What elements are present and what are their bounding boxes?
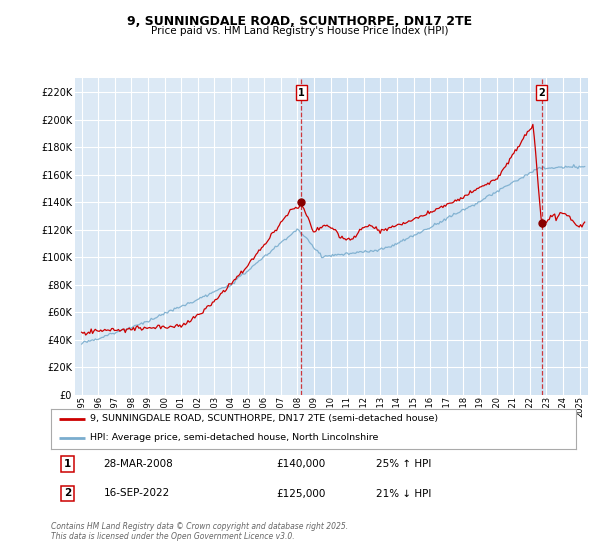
Text: 16-SEP-2022: 16-SEP-2022: [104, 488, 170, 498]
Text: Contains HM Land Registry data © Crown copyright and database right 2025.
This d: Contains HM Land Registry data © Crown c…: [51, 522, 348, 542]
Text: 9, SUNNINGDALE ROAD, SCUNTHORPE, DN17 2TE: 9, SUNNINGDALE ROAD, SCUNTHORPE, DN17 2T…: [127, 15, 473, 28]
Text: 9, SUNNINGDALE ROAD, SCUNTHORPE, DN17 2TE (semi-detached house): 9, SUNNINGDALE ROAD, SCUNTHORPE, DN17 2T…: [91, 414, 439, 423]
Text: 1: 1: [298, 87, 305, 97]
Text: 28-MAR-2008: 28-MAR-2008: [104, 459, 173, 469]
Bar: [301, 78, 588, 395]
Text: 1: 1: [64, 459, 71, 469]
Text: 2: 2: [64, 488, 71, 498]
Text: Price paid vs. HM Land Registry's House Price Index (HPI): Price paid vs. HM Land Registry's House …: [151, 26, 449, 36]
Text: 2: 2: [538, 87, 545, 97]
Text: £125,000: £125,000: [277, 488, 326, 498]
Text: HPI: Average price, semi-detached house, North Lincolnshire: HPI: Average price, semi-detached house,…: [91, 433, 379, 442]
Text: 21% ↓ HPI: 21% ↓ HPI: [377, 488, 432, 498]
Text: £140,000: £140,000: [277, 459, 326, 469]
Text: 25% ↑ HPI: 25% ↑ HPI: [377, 459, 432, 469]
